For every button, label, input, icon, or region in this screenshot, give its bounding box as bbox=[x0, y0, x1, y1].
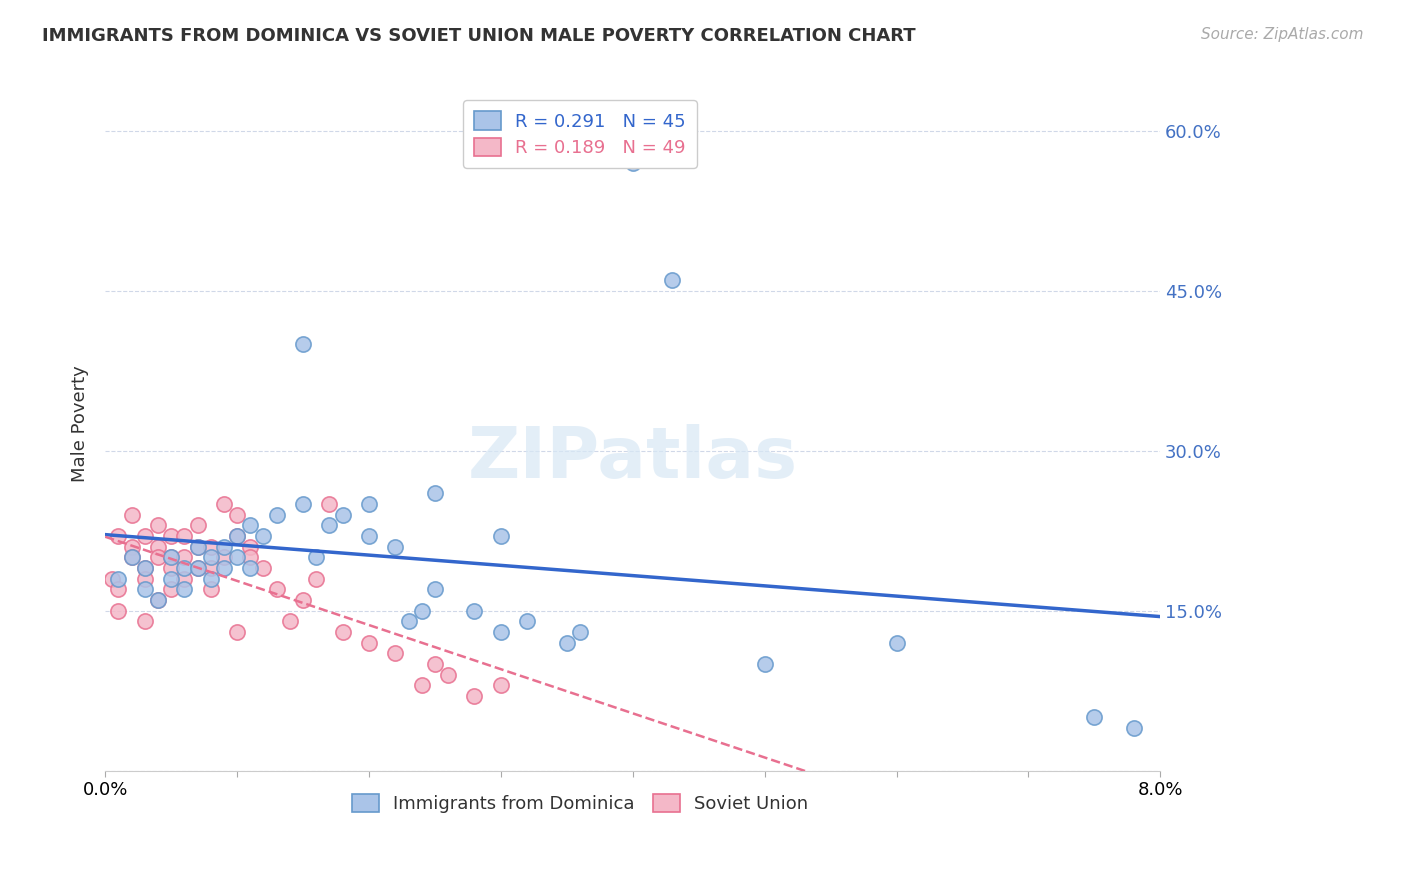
Point bbox=[160, 572, 183, 586]
Point bbox=[121, 550, 143, 565]
Point bbox=[200, 561, 222, 575]
Point bbox=[661, 273, 683, 287]
Point bbox=[516, 615, 538, 629]
Point bbox=[357, 497, 380, 511]
Text: ZIPatlas: ZIPatlas bbox=[468, 425, 797, 493]
Point bbox=[226, 508, 249, 522]
Point bbox=[384, 540, 406, 554]
Point bbox=[160, 550, 183, 565]
Point bbox=[621, 155, 644, 169]
Point bbox=[134, 561, 156, 575]
Point bbox=[318, 497, 340, 511]
Point bbox=[1122, 721, 1144, 735]
Point bbox=[146, 518, 169, 533]
Point bbox=[239, 550, 262, 565]
Point bbox=[173, 572, 195, 586]
Point bbox=[318, 518, 340, 533]
Point bbox=[134, 529, 156, 543]
Point bbox=[160, 561, 183, 575]
Point bbox=[226, 529, 249, 543]
Point bbox=[423, 657, 446, 671]
Point bbox=[423, 486, 446, 500]
Point bbox=[186, 561, 208, 575]
Point bbox=[305, 572, 328, 586]
Point bbox=[555, 636, 578, 650]
Point bbox=[384, 646, 406, 660]
Point bbox=[423, 582, 446, 597]
Point bbox=[173, 561, 195, 575]
Point bbox=[173, 550, 195, 565]
Point bbox=[411, 604, 433, 618]
Point bbox=[212, 540, 235, 554]
Point bbox=[101, 572, 124, 586]
Point bbox=[173, 529, 195, 543]
Point bbox=[463, 604, 485, 618]
Point bbox=[463, 689, 485, 703]
Point bbox=[226, 550, 249, 565]
Text: IMMIGRANTS FROM DOMINICA VS SOVIET UNION MALE POVERTY CORRELATION CHART: IMMIGRANTS FROM DOMINICA VS SOVIET UNION… bbox=[42, 27, 915, 45]
Point bbox=[239, 540, 262, 554]
Point bbox=[160, 529, 183, 543]
Point bbox=[186, 540, 208, 554]
Point bbox=[489, 529, 512, 543]
Point bbox=[186, 518, 208, 533]
Point bbox=[886, 636, 908, 650]
Point bbox=[146, 593, 169, 607]
Point bbox=[332, 625, 354, 640]
Point bbox=[121, 508, 143, 522]
Point bbox=[160, 582, 183, 597]
Point bbox=[239, 561, 262, 575]
Point bbox=[200, 572, 222, 586]
Point bbox=[357, 636, 380, 650]
Point bbox=[226, 529, 249, 543]
Text: Source: ZipAtlas.com: Source: ZipAtlas.com bbox=[1201, 27, 1364, 42]
Point bbox=[226, 625, 249, 640]
Point bbox=[134, 615, 156, 629]
Point bbox=[437, 667, 460, 681]
Point bbox=[212, 550, 235, 565]
Point bbox=[266, 582, 288, 597]
Point bbox=[173, 582, 195, 597]
Point bbox=[200, 582, 222, 597]
Point bbox=[146, 540, 169, 554]
Point bbox=[489, 678, 512, 692]
Point bbox=[186, 561, 208, 575]
Point bbox=[411, 678, 433, 692]
Point bbox=[292, 497, 315, 511]
Point bbox=[134, 561, 156, 575]
Y-axis label: Male Poverty: Male Poverty bbox=[72, 366, 89, 483]
Point bbox=[146, 593, 169, 607]
Point bbox=[160, 550, 183, 565]
Point bbox=[1083, 710, 1105, 724]
Point bbox=[107, 604, 129, 618]
Point bbox=[305, 550, 328, 565]
Point bbox=[134, 582, 156, 597]
Point bbox=[186, 540, 208, 554]
Point bbox=[200, 540, 222, 554]
Point bbox=[398, 615, 420, 629]
Point bbox=[252, 561, 274, 575]
Point bbox=[121, 550, 143, 565]
Point bbox=[569, 625, 592, 640]
Point bbox=[266, 508, 288, 522]
Point bbox=[200, 550, 222, 565]
Point bbox=[292, 337, 315, 351]
Legend: Immigrants from Dominica, Soviet Union: Immigrants from Dominica, Soviet Union bbox=[340, 783, 820, 824]
Point bbox=[134, 572, 156, 586]
Point bbox=[107, 582, 129, 597]
Point bbox=[278, 615, 301, 629]
Point bbox=[146, 550, 169, 565]
Point bbox=[332, 508, 354, 522]
Point bbox=[357, 529, 380, 543]
Point bbox=[292, 593, 315, 607]
Point bbox=[252, 529, 274, 543]
Point bbox=[107, 572, 129, 586]
Point bbox=[754, 657, 776, 671]
Point bbox=[121, 540, 143, 554]
Point bbox=[212, 497, 235, 511]
Point bbox=[489, 625, 512, 640]
Point bbox=[107, 529, 129, 543]
Point bbox=[212, 561, 235, 575]
Point bbox=[239, 518, 262, 533]
